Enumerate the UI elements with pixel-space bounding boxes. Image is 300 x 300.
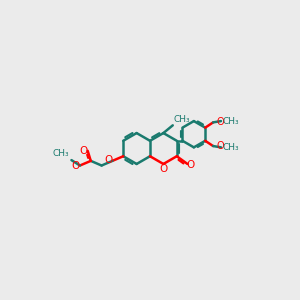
- Text: O: O: [104, 155, 112, 165]
- Text: CH₃: CH₃: [223, 143, 239, 152]
- Text: O: O: [159, 164, 167, 174]
- Text: CH₃: CH₃: [223, 117, 239, 126]
- Text: O: O: [80, 146, 88, 156]
- Text: O: O: [71, 161, 79, 171]
- Text: CH₃: CH₃: [52, 149, 69, 158]
- Text: CH₃: CH₃: [174, 116, 190, 124]
- Text: O: O: [186, 160, 195, 170]
- Text: O: O: [217, 117, 224, 128]
- Text: O: O: [217, 141, 224, 151]
